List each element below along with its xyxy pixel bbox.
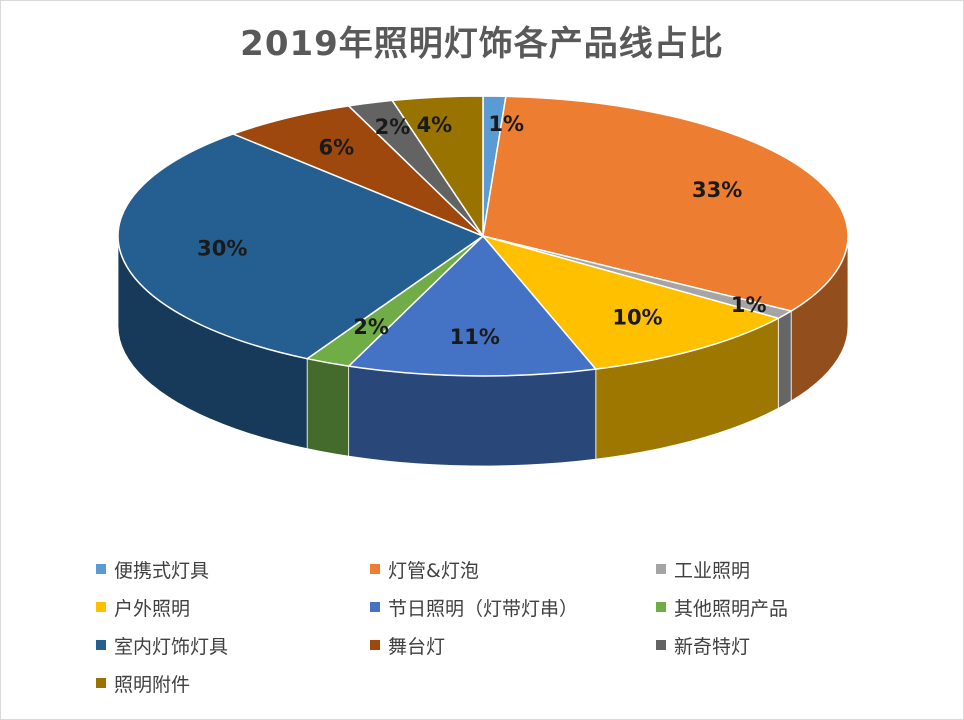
data-label-5: 2% — [353, 315, 389, 339]
data-label-8: 2% — [375, 115, 411, 139]
pie-slices — [117, 95, 849, 377]
data-label-7: 6% — [318, 135, 354, 159]
legend-item: 工业照明 — [656, 558, 906, 582]
legend-label: 其他照明产品 — [674, 597, 789, 620]
legend-item: 照明附件 — [96, 672, 370, 696]
legend-swatch — [96, 640, 106, 650]
data-label-0: 1% — [488, 112, 524, 136]
legend-label: 便携式灯具 — [114, 559, 210, 582]
legend-swatch — [656, 640, 666, 650]
legend-item: 室内灯饰灯具 — [96, 634, 370, 658]
legend-item: 便携式灯具 — [96, 558, 370, 582]
legend-label: 节日照明（灯带灯串） — [388, 597, 579, 620]
legend-item: 新奇特灯 — [656, 634, 906, 658]
legend-item: 节日照明（灯带灯串） — [370, 596, 656, 620]
pie-side-4 — [348, 365, 597, 467]
legend-label: 新奇特灯 — [674, 635, 751, 658]
legend-swatch — [96, 678, 106, 688]
pie-side-5 — [306, 358, 350, 457]
legend-swatch — [370, 640, 380, 650]
pie-slice-4 — [347, 234, 598, 377]
data-label-2: 1% — [731, 293, 767, 317]
legend-item: 户外照明 — [96, 596, 370, 620]
pie-slice-7 — [231, 105, 484, 237]
data-label-3: 10% — [612, 306, 662, 330]
chart-title: 2019年照明灯饰各产品线占比 — [240, 24, 724, 64]
pie-side-walls — [117, 235, 849, 467]
legend-item: 舞台灯 — [370, 634, 656, 658]
legend-swatch — [96, 564, 106, 574]
legend-label: 室内灯饰灯具 — [114, 635, 229, 658]
data-label-9: 4% — [417, 113, 453, 137]
legend-label: 灯管&灯泡 — [388, 559, 479, 582]
legend-item: 其他照明产品 — [656, 596, 906, 620]
data-labels: 1%33%1%10%11%2%30%6%2% 4% — [197, 112, 766, 349]
legend: 便携式灯具 灯管&灯泡 工业照明户外照明 节日照明（灯带灯串） 其他照明产品室内灯饰灯具… — [96, 558, 916, 696]
pie-slice-1 — [482, 95, 849, 312]
legend-swatch — [370, 564, 380, 574]
legend-swatch — [656, 564, 666, 574]
pie-slice-9 — [390, 95, 484, 239]
legend-label: 照明附件 — [114, 673, 191, 696]
legend-item: 灯管&灯泡 — [370, 558, 656, 582]
legend-swatch — [96, 602, 106, 612]
data-label-4: 11% — [450, 325, 500, 349]
legend-swatch — [656, 602, 666, 612]
legend-swatch — [370, 602, 380, 612]
pie-chart: 1%33%1%10%11%2%30%6%2% 4% — [117, 95, 849, 467]
legend-label: 舞台灯 — [388, 635, 446, 658]
data-label-6: 30% — [197, 237, 247, 261]
data-label-1: 33% — [692, 178, 742, 202]
pie-slice-3 — [480, 234, 781, 370]
legend-label: 工业照明 — [674, 559, 751, 582]
pie-side-2 — [777, 310, 792, 409]
legend-label: 户外照明 — [114, 597, 191, 620]
pie-slice-6 — [117, 133, 485, 360]
